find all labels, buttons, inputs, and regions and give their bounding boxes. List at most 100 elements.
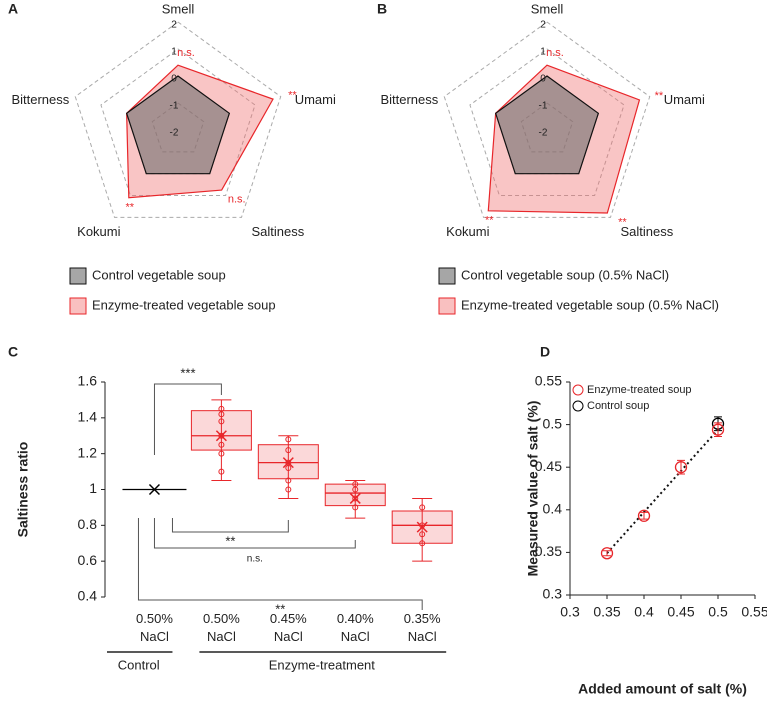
y-tick-label: 1.4 (78, 409, 98, 425)
x-tick-label: 0.45% NaCl (269, 611, 307, 644)
significance-bracket (153, 383, 222, 455)
group-label: Enzyme-treatment (269, 657, 376, 672)
data-point (218, 468, 225, 475)
box (324, 483, 386, 507)
data-point (419, 504, 426, 511)
r-tick-label: 0 (171, 74, 177, 85)
r-tick-label: -2 (539, 128, 548, 139)
axis-category: Kokumi (446, 224, 489, 239)
axis-category: Umami (295, 92, 336, 107)
axis-category: Bitterness (11, 92, 69, 107)
radar-area (494, 75, 600, 175)
legend-label: Control vegetable soup (0.5% NaCl) (461, 267, 669, 282)
legend-label: Enzyme-treated vegetable soup (0.5% NaCl… (461, 297, 719, 312)
data-point (285, 486, 292, 493)
error-bar (640, 511, 648, 520)
y-axis-label: Saltiness ratio (15, 442, 31, 538)
x-tick-label: 0.45 (667, 604, 694, 620)
data-point (218, 411, 225, 418)
y-tick-label: 0.55 (535, 373, 562, 389)
r-tick-label: 0 (540, 74, 546, 85)
axis-category: Smell (531, 1, 564, 16)
significance: n.s. (546, 47, 564, 59)
legend-swatch (438, 297, 456, 315)
data-point (285, 447, 292, 454)
data-point (285, 436, 292, 443)
mean-marker (215, 430, 227, 442)
data-point (218, 450, 225, 457)
error-bar (603, 550, 611, 557)
axis-category: Smell (162, 1, 195, 16)
data-point (352, 504, 359, 511)
r-tick-label: -1 (539, 101, 548, 112)
y-tick-label: 0.35 (535, 543, 562, 559)
y-tick-label: 0.6 (78, 552, 98, 568)
x-tick-label: 0.35 (593, 604, 620, 620)
significance-bracket (137, 518, 423, 610)
legend-marker (572, 384, 584, 396)
data-point (352, 495, 359, 502)
r-tick-label: -1 (170, 101, 179, 112)
axis-category: Kokumi (77, 224, 120, 239)
significance-bracket (171, 518, 289, 533)
mean-marker (148, 483, 160, 496)
mean-marker (416, 521, 428, 533)
significance: ** (655, 90, 664, 102)
legend-label: Control soup (587, 400, 649, 412)
x-tick-label: 0.40% NaCl (336, 611, 374, 644)
significance: ** (125, 201, 134, 213)
significance: *** (180, 365, 195, 380)
grid-line (74, 21, 282, 218)
x-tick-label: 0.3 (560, 604, 580, 620)
x-tick-label: 0.50% NaCl (136, 611, 173, 644)
data-point (218, 432, 225, 439)
data-point (419, 531, 426, 538)
r-tick-label: -2 (170, 128, 179, 139)
data-point (637, 509, 651, 522)
error-bar (714, 422, 722, 438)
axis-category: Saltiness (251, 224, 304, 239)
legend-label: Enzyme-treated vegetable soup (92, 297, 276, 312)
data-point (674, 461, 688, 474)
legend-swatch (438, 267, 456, 285)
mean-marker (282, 457, 294, 469)
legend-label: Enzyme-treated soup (587, 384, 692, 396)
y-tick-label: 0.3 (543, 586, 563, 602)
error-bar (677, 459, 685, 475)
axis-category: Saltiness (620, 224, 673, 239)
panel-label: B (377, 1, 387, 17)
significance: ** (225, 533, 235, 548)
data-point (218, 418, 225, 425)
data-point (218, 441, 225, 448)
data-point (600, 547, 614, 560)
panel-label: D (540, 344, 550, 360)
legend-label: Control vegetable soup (92, 267, 226, 282)
r-tick-label: 1 (540, 47, 546, 58)
significance: n.s. (247, 554, 263, 565)
r-tick-label: 2 (540, 20, 546, 31)
legend-swatch (69, 267, 87, 285)
panel-label: C (8, 344, 18, 360)
y-tick-label: 0.8 (78, 516, 98, 532)
x-tick-label: 0.50% NaCl (202, 611, 240, 644)
y-axis-label: Measured value of salt (%) (525, 401, 541, 577)
trend-line (606, 429, 719, 554)
grid-line (469, 48, 625, 197)
y-tick-label: 1 (89, 480, 97, 496)
r-tick-label: 1 (171, 47, 177, 58)
legend-marker (572, 400, 584, 412)
y-tick-label: 1.2 (78, 444, 98, 460)
x-tick-label: 0.5 (708, 604, 728, 620)
data-point (711, 423, 725, 436)
data-point (285, 465, 292, 471)
axis-category: Bitterness (380, 92, 438, 107)
data-point (419, 540, 426, 547)
mean-marker (349, 492, 361, 504)
grid-line (100, 48, 256, 197)
significance: ** (275, 601, 285, 616)
y-tick-label: 0.4 (543, 501, 563, 517)
x-tick-label: 0.35% NaCl (403, 611, 441, 644)
significance: n.s. (177, 47, 195, 59)
x-tick-label: 0.55 (741, 604, 767, 620)
